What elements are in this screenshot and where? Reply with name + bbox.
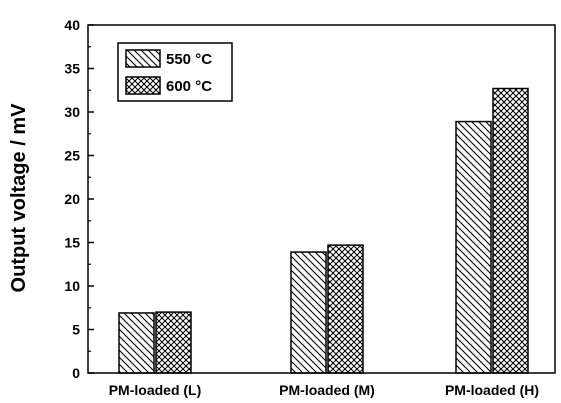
legend: 550 °C 600 °C — [117, 42, 233, 102]
x-tick-label: PM-loaded (M) — [279, 382, 375, 398]
y-tick-label: 40 — [64, 17, 80, 33]
bar-0-1 — [155, 311, 192, 374]
bar-1-0 — [290, 251, 327, 374]
legend-swatch-600 — [125, 76, 161, 95]
y-tick-label: 30 — [64, 104, 80, 120]
y-tick-label: 25 — [64, 148, 80, 164]
y-tick-label: 15 — [64, 235, 80, 251]
y-tick-label: 20 — [64, 191, 80, 207]
y-ticks: 0 5 10 15 20 25 30 35 40 — [64, 17, 94, 381]
x-tick-label: PM-loaded (H) — [445, 382, 539, 398]
x-tick-labels: PM-loaded (L) PM-loaded (M) PM-loaded (H) — [109, 382, 539, 398]
x-tick-label: PM-loaded (L) — [109, 382, 202, 398]
y-axis-title: Output voltage / mV — [8, 103, 30, 293]
legend-box — [117, 42, 233, 102]
legend-label-600: 600 °C — [166, 78, 212, 95]
bar-0-0 — [118, 312, 155, 374]
bar-2-1 — [492, 87, 529, 374]
y-tick-label: 5 — [72, 322, 80, 338]
bar-1-1 — [327, 244, 364, 374]
y-tick-label: 10 — [64, 278, 80, 294]
bar-2-0 — [455, 120, 492, 374]
bars — [118, 87, 529, 374]
y-tick-label: 35 — [64, 61, 80, 77]
legend-label-550: 550 °C — [166, 51, 212, 68]
y-tick-label: 0 — [72, 365, 80, 381]
legend-swatch-550 — [125, 49, 161, 68]
